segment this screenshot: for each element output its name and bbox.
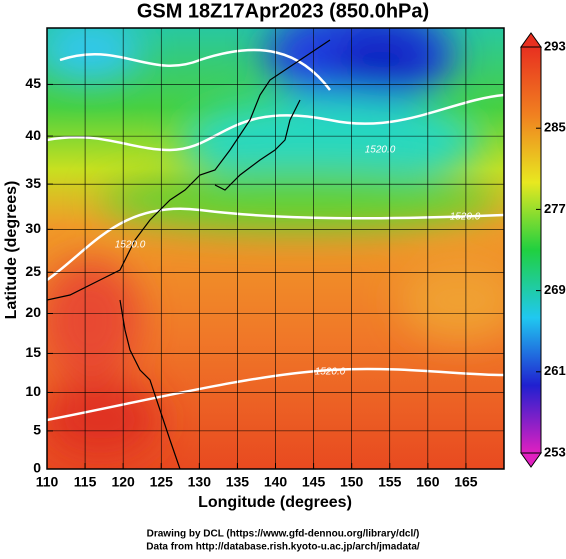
colorbar-tick-label: 261 — [544, 363, 566, 378]
x-tick-label: 115 — [74, 474, 97, 490]
x-tick-label: 140 — [264, 474, 288, 490]
grid — [46, 28, 504, 470]
x-tick-label: 160 — [416, 474, 440, 490]
y-axis-label: Latitude (degrees) — [3, 181, 20, 320]
x-tick-label: 150 — [340, 474, 364, 490]
x-tick-label: 130 — [188, 474, 212, 490]
x-tick-label: 155 — [378, 474, 402, 490]
y-tick-label: 20 — [25, 304, 41, 320]
x-axis-label: Longitude (degrees) — [198, 494, 352, 511]
y-tick-label: 40 — [25, 127, 41, 143]
colorbar-cap — [520, 32, 542, 48]
temperature-field — [47, 28, 504, 469]
colorbar-tick-label: 253 — [544, 444, 566, 459]
contour-label: 1520.0 — [115, 240, 146, 251]
x-tick-label: 145 — [302, 474, 326, 490]
y-tick-label: 45 — [25, 75, 41, 91]
x-tick-label: 120 — [111, 474, 135, 490]
y-tick-label: 30 — [25, 220, 41, 236]
colorbar-tick-label: 269 — [544, 282, 566, 297]
colorbar-tick-label: 285 — [544, 120, 566, 135]
colorbar-tick-label: 277 — [544, 201, 566, 216]
y-tick-label: 0 — [33, 460, 41, 476]
x-tick-label: 165 — [454, 474, 478, 490]
y-tick-label: 35 — [25, 175, 41, 191]
x-tick-label: 135 — [226, 474, 250, 490]
y-tick-label: 25 — [25, 263, 41, 279]
colorbar-tick-label: 293 — [544, 38, 566, 53]
coastline — [47, 39, 331, 469]
contours — [47, 48, 504, 422]
chart-title: GSM 18Z17Apr2023 (850.0hPa) — [137, 0, 429, 22]
y-tick-label: 15 — [25, 344, 41, 360]
y-tick-label: 5 — [33, 422, 41, 438]
contour-label: 1520.0 — [365, 145, 396, 156]
y-tick-label: 10 — [25, 383, 41, 399]
colorbar — [520, 46, 542, 454]
colorbar-cap — [520, 452, 542, 468]
contour-label: 1520.0 — [315, 367, 346, 378]
footer-line: Data from http://database.rish.kyoto-u.a… — [146, 542, 420, 553]
x-tick-label: 125 — [150, 474, 174, 490]
footer-line: Drawing by DCL (https://www.gfd-dennou.o… — [147, 529, 420, 540]
contour-label: 1520.0 — [450, 212, 481, 223]
x-tick-label: 110 — [36, 474, 59, 490]
